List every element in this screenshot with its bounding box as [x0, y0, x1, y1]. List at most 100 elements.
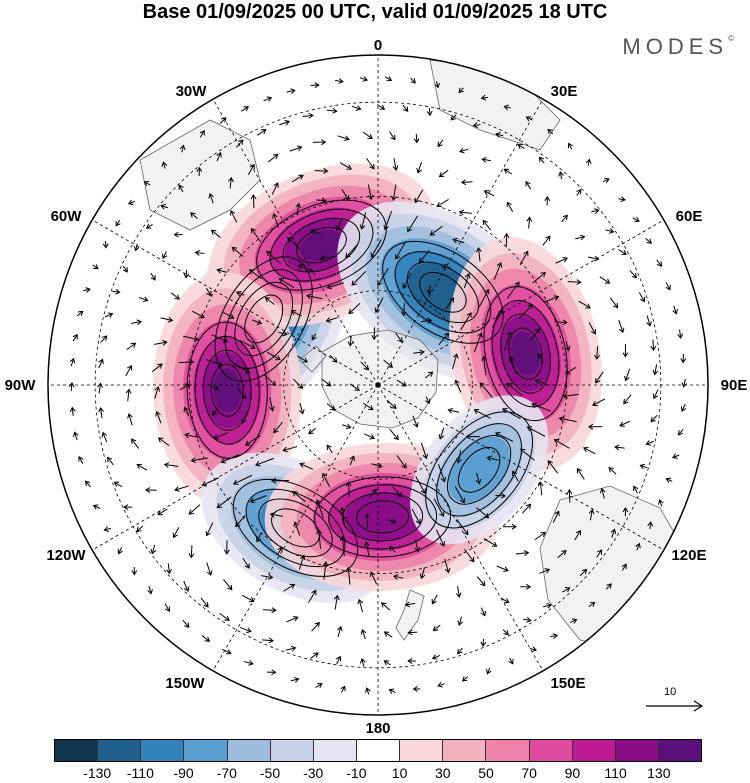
streamline — [447, 435, 512, 505]
wind-arrow — [345, 243, 359, 259]
wind-arrow — [547, 460, 559, 474]
wind-arrow — [576, 188, 582, 196]
wind-arrow — [362, 131, 373, 140]
wind-arrow — [298, 403, 305, 415]
lon-label-120e: 120E — [671, 547, 706, 564]
lon-label-60e: 60E — [676, 208, 703, 225]
wind-arrow — [266, 250, 281, 264]
wind-arrow — [366, 158, 375, 170]
wind-arrow — [395, 241, 407, 260]
colorbar-bin — [270, 740, 314, 761]
wind-arrow — [450, 114, 457, 121]
wind-arrow — [252, 319, 263, 325]
wind-arrow — [587, 423, 603, 430]
wind-arrow — [163, 462, 179, 468]
land-peninsula — [299, 345, 327, 373]
lon-label-30e: 30E — [551, 83, 578, 100]
streamline — [382, 240, 504, 344]
land-new-zealand — [395, 589, 425, 641]
wind-arrow — [369, 488, 377, 498]
colorbar-bin — [486, 740, 530, 761]
contour-high-30w — [256, 199, 387, 291]
wind-arrow — [582, 446, 596, 455]
wind-arrow — [458, 209, 472, 216]
wind-arrow — [72, 333, 78, 342]
wind-arrow — [464, 272, 471, 289]
wind-arrow — [145, 487, 157, 493]
wind-arrow — [391, 184, 397, 202]
wind-arrow — [413, 349, 425, 356]
wind-arrow — [164, 603, 171, 613]
wind-arrow — [210, 229, 221, 238]
wind-arrow — [145, 223, 153, 229]
wind-arrow — [585, 158, 592, 166]
wind-arrow — [599, 276, 611, 284]
wind-arrow — [438, 332, 450, 346]
wind-arrow — [652, 364, 659, 376]
wind-arrow — [230, 210, 238, 223]
wind-arrow — [206, 359, 224, 367]
wind-arrow — [578, 300, 591, 309]
colorbar-tick-label: 130 — [647, 765, 671, 781]
meridian-line — [377, 384, 544, 671]
wind-arrow — [520, 583, 532, 590]
wind-arrow — [622, 507, 629, 517]
wind-arrow — [483, 190, 495, 197]
wind-arrow — [194, 249, 205, 256]
wind-arrow — [289, 145, 303, 152]
wind-arrow — [608, 466, 617, 475]
wind-arrow — [479, 382, 493, 398]
wind-arrow — [351, 105, 362, 111]
streamline — [491, 299, 560, 408]
wind-arrow — [429, 225, 443, 236]
lon-label-90e: 90E — [721, 377, 748, 394]
streamline — [194, 335, 260, 445]
wind-arrow — [605, 583, 612, 590]
wind-arrow — [272, 213, 279, 228]
wind-arrow — [412, 415, 419, 428]
wind-arrow — [632, 216, 640, 222]
colorbar-tick-label: 90 — [564, 765, 581, 781]
wind-arrow — [201, 635, 211, 642]
wind-arrow — [349, 455, 356, 466]
wind-arrow — [325, 317, 338, 323]
wind-arrow — [337, 625, 343, 638]
wind-arrow — [255, 457, 274, 467]
wind-arrow — [435, 529, 446, 547]
wind-arrow — [500, 597, 510, 604]
colorbar-tick-label: -130 — [83, 765, 112, 781]
colorbar-tick-label: -10 — [346, 765, 367, 781]
anomaly-band — [360, 502, 405, 531]
wind-arrow — [588, 322, 597, 335]
wind-arrow — [308, 589, 317, 603]
wind-arrow — [243, 660, 254, 666]
map-title: Base 01/09/2025 00 UTC, valid 01/09/2025… — [142, 1, 608, 23]
wind-arrow — [472, 122, 481, 128]
wind-arrow — [266, 669, 277, 676]
wind-arrow — [412, 686, 421, 692]
wind-arrow — [431, 654, 441, 660]
streamline — [425, 411, 533, 529]
wind-arrow — [413, 133, 420, 144]
wind-arrow — [383, 631, 393, 638]
wind-arrow — [278, 330, 288, 337]
wind-arrow — [173, 231, 183, 238]
wind-arrow — [434, 81, 440, 89]
wind-arrow — [567, 142, 574, 150]
wind-arrow — [286, 88, 296, 95]
wind-arrow — [312, 139, 327, 146]
wind-arrow — [416, 161, 423, 174]
wind-arrow — [315, 499, 324, 518]
streamline — [328, 484, 438, 550]
wind-arrow — [480, 94, 488, 101]
wind-arrow — [404, 601, 416, 608]
wind-arrow — [493, 262, 503, 280]
wind-arrow — [523, 617, 532, 623]
wind-arrow — [481, 156, 491, 163]
wind-arrow — [566, 488, 573, 503]
wind-arrow — [558, 171, 564, 180]
wind-arrow — [295, 202, 302, 215]
map-border — [47, 54, 709, 716]
wind-arrow — [594, 346, 600, 360]
wind-arrow — [212, 407, 219, 416]
